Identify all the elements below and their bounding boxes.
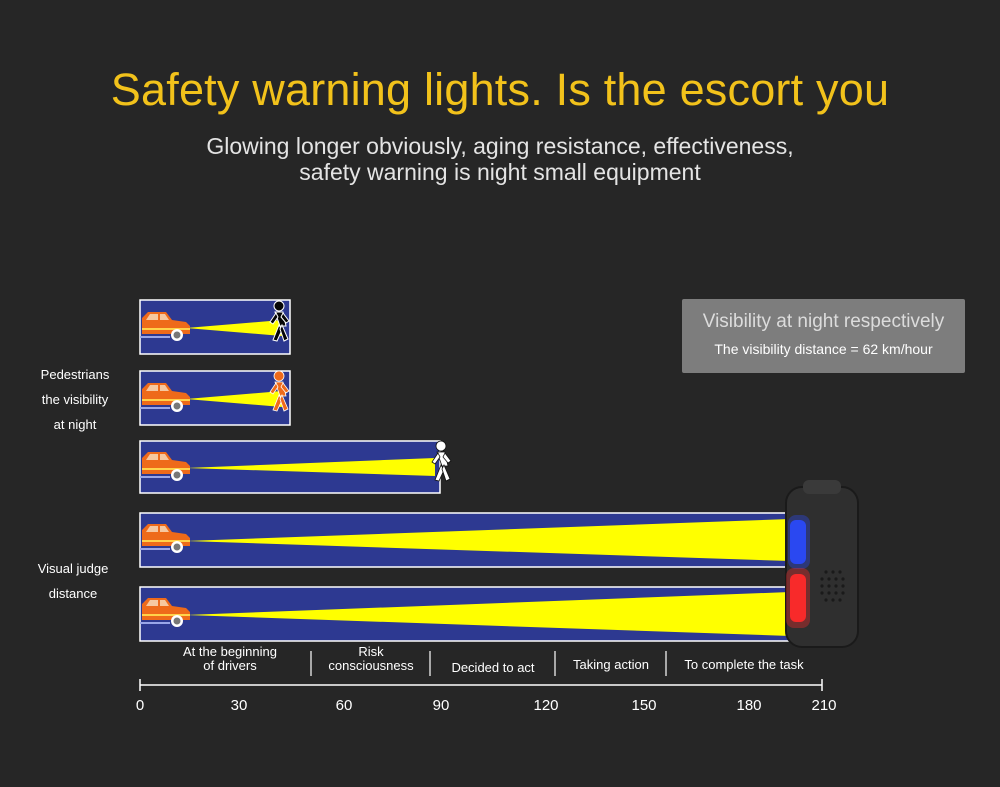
visibility-row-2 (139, 370, 291, 426)
stage-label-line: To complete the task (684, 657, 804, 672)
pedestrians-label-line: at night (53, 417, 97, 432)
axis-tick-label: 150 (631, 697, 657, 714)
stage-label-line: At the beginning (183, 644, 277, 659)
pedestrians-label-line: the visibility (41, 392, 109, 407)
subtitle-line-1: Glowing longer obviously, aging resistan… (206, 133, 794, 159)
visibility-row-4 (139, 512, 791, 568)
headlight-beam (186, 458, 435, 476)
headlight-beam (186, 391, 282, 407)
page-title: Safety warning lights. Is the escort you (110, 64, 890, 115)
axis-tick-label: 180 (736, 697, 762, 714)
stage-label-line: consciousness (328, 658, 414, 673)
stage-label: Risk consciousness (314, 645, 428, 673)
visual-judge-label: Visual judge distance (18, 556, 128, 606)
stage-label-line: Taking action (573, 657, 649, 672)
visual-judge-label-line: Visual judge (37, 561, 109, 576)
distance-axis (139, 679, 823, 691)
axis-tick-label: 120 (533, 697, 559, 714)
subtitle-line-2: safety warning is night small equipment (299, 159, 701, 185)
info-box-title: Visibility at night respectively (702, 311, 945, 332)
visibility-row-5 (139, 586, 791, 642)
stage-label: At the beginning of drivers (160, 645, 300, 673)
axis-tick-label: 90 (432, 697, 450, 714)
axis-tick-label: 210 (811, 697, 837, 714)
stage-label-line: Risk (358, 644, 384, 659)
visibility-info-box: Visibility at night respectively The vis… (682, 299, 965, 373)
stage-label: Taking action (557, 658, 665, 672)
visibility-row-3 (139, 440, 452, 494)
stage-label-line: Decided to act (451, 660, 535, 675)
axis-tick-label: 0 (135, 697, 145, 714)
warning-light-device (785, 480, 859, 648)
axis-tick-label: 60 (335, 697, 353, 714)
visibility-row-1 (139, 299, 291, 355)
headlight-beam (186, 592, 790, 636)
stage-label: Decided to act (432, 661, 554, 675)
stage-separators (310, 651, 667, 676)
info-box-detail: The visibility distance = 62 km/hour (714, 341, 933, 357)
axis-tick-label: 30 (230, 697, 248, 714)
pedestrians-label-line: Pedestrians (40, 367, 110, 382)
headlight-beam (186, 320, 282, 336)
stage-label: To complete the task (668, 658, 820, 672)
stage-label-line: of drivers (203, 658, 257, 673)
pedestrians-label: Pedestrians the visibility at night (20, 362, 130, 437)
headlight-beam (186, 519, 790, 561)
visual-judge-label-line: distance (48, 586, 98, 601)
